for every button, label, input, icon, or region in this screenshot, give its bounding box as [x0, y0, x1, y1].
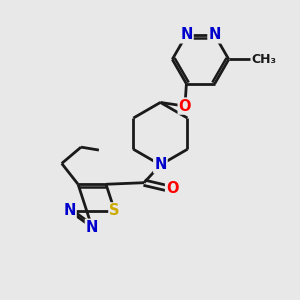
Text: S: S [110, 203, 120, 218]
Text: N: N [154, 158, 167, 172]
Text: O: O [179, 99, 191, 114]
Text: N: N [180, 27, 193, 42]
Text: CH₃: CH₃ [251, 53, 276, 66]
Text: N: N [63, 203, 76, 218]
Text: N: N [86, 220, 98, 235]
Text: O: O [166, 181, 178, 196]
Text: N: N [208, 27, 221, 42]
